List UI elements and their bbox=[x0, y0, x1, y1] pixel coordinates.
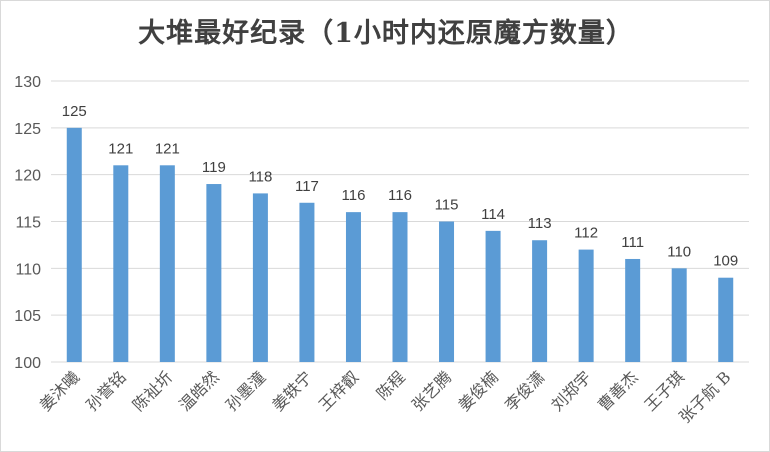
data-label: 115 bbox=[435, 197, 459, 214]
data-label: 125 bbox=[62, 103, 87, 120]
data-label: 114 bbox=[481, 206, 505, 223]
x-tick-label: 孙墨潼 bbox=[222, 367, 269, 414]
x-tick-label: 温皓然 bbox=[175, 367, 222, 414]
bar bbox=[671, 268, 687, 362]
x-tick-label: 姜轶宁 bbox=[268, 367, 315, 414]
data-label: 121 bbox=[155, 140, 180, 157]
bar bbox=[718, 277, 734, 362]
bar bbox=[532, 240, 548, 362]
data-label: 116 bbox=[342, 187, 366, 204]
y-tick-label: 105 bbox=[14, 308, 41, 325]
data-label: 113 bbox=[528, 215, 552, 232]
bar bbox=[299, 202, 315, 362]
y-tick-label: 115 bbox=[15, 215, 41, 232]
x-tick-label: 姜沐曦 bbox=[36, 367, 83, 414]
bar bbox=[252, 193, 268, 362]
data-label: 116 bbox=[388, 187, 412, 204]
data-label: 109 bbox=[713, 253, 738, 270]
bar bbox=[113, 165, 129, 362]
bar bbox=[345, 212, 361, 362]
y-tick-label: 130 bbox=[14, 74, 41, 91]
chart-title: 大堆最好纪录（1小时内还原魔方数量） bbox=[138, 18, 634, 49]
bar bbox=[206, 184, 222, 362]
x-tick-label: 陈祉圻 bbox=[129, 367, 176, 414]
y-tick-label: 100 bbox=[14, 355, 41, 372]
data-label: 117 bbox=[295, 178, 319, 195]
bar bbox=[66, 127, 82, 362]
data-label: 119 bbox=[202, 159, 226, 176]
y-tick-label: 120 bbox=[14, 168, 41, 185]
data-label: 121 bbox=[108, 140, 133, 157]
data-label: 112 bbox=[574, 225, 598, 242]
data-label: 111 bbox=[621, 234, 644, 251]
bar bbox=[485, 230, 501, 362]
bar bbox=[439, 221, 455, 362]
data-label: 118 bbox=[248, 168, 272, 185]
x-tick-label: 刘郑宇 bbox=[548, 367, 595, 414]
bar bbox=[578, 249, 594, 362]
bar bbox=[159, 165, 175, 362]
x-tick-label: 王梓叡 bbox=[315, 367, 362, 414]
y-tick-label: 125 bbox=[14, 121, 41, 138]
x-tick-label: 曹善杰 bbox=[594, 367, 641, 414]
bar bbox=[625, 258, 641, 362]
x-tick-label: 陈程 bbox=[373, 367, 409, 403]
x-tick-label: 张艺腾 bbox=[408, 367, 455, 414]
x-tick-label: 张子航 B bbox=[675, 367, 734, 426]
y-tick-label: 110 bbox=[15, 261, 41, 278]
x-tick-label: 姜俊楠 bbox=[455, 367, 502, 414]
bar bbox=[392, 212, 408, 362]
data-label: 110 bbox=[667, 243, 691, 260]
x-tick-label: 李俊潇 bbox=[501, 367, 548, 414]
x-tick-label: 孙誉铭 bbox=[82, 367, 129, 414]
